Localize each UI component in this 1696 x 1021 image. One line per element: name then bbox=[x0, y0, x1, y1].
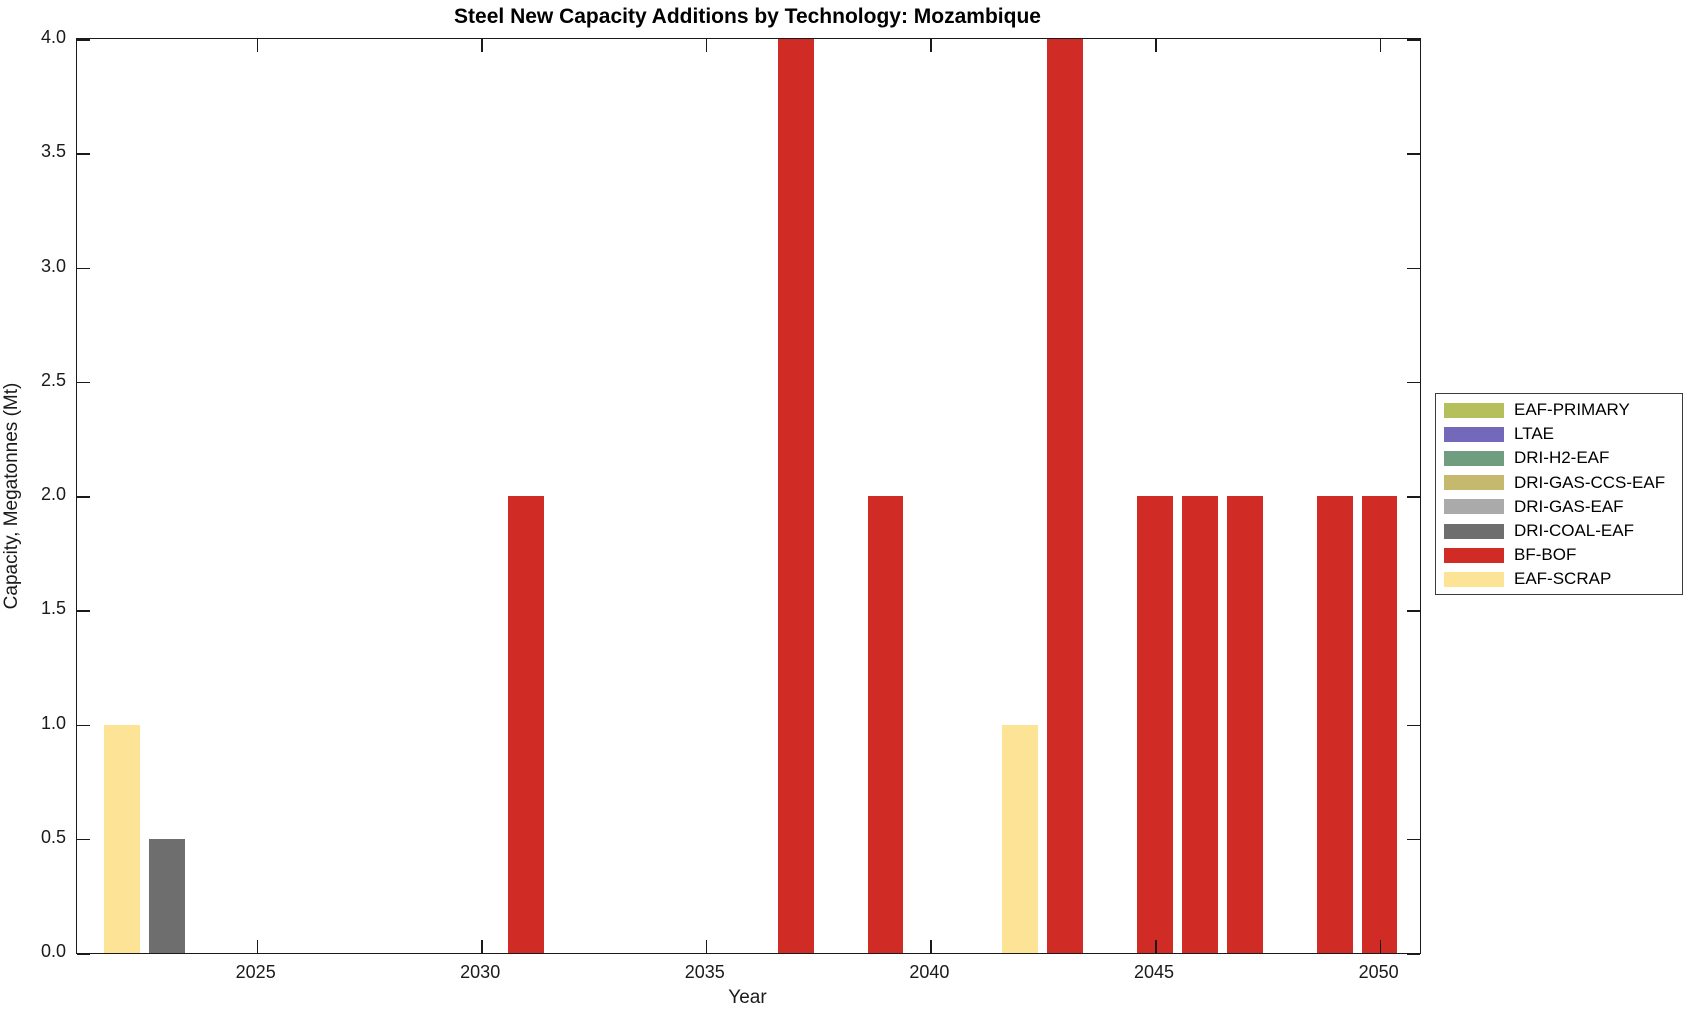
bar-2023-dri-coal-eaf bbox=[148, 838, 185, 953]
x-tick-label: 2040 bbox=[909, 962, 950, 982]
y-tick-mark bbox=[77, 610, 90, 612]
x-tick-mark-top bbox=[1379, 39, 1382, 52]
legend-row-bf-bof: BF-BOF bbox=[1436, 543, 1682, 567]
y-tick-mark bbox=[77, 838, 90, 841]
y-tick-mark-right bbox=[1407, 724, 1420, 727]
legend-label: EAF-PRIMARY bbox=[1514, 400, 1630, 420]
legend-label: EAF-SCRAP bbox=[1514, 569, 1612, 589]
y-tick-label: 2.0 bbox=[40, 484, 66, 504]
y-tick-mark bbox=[77, 267, 90, 270]
y-tick-label: 0.0 bbox=[40, 941, 66, 961]
x-tick-mark bbox=[705, 940, 708, 953]
y-tick-mark-right bbox=[1407, 838, 1420, 841]
y-tick-label: 3.5 bbox=[40, 141, 66, 162]
y-tick-mark bbox=[77, 724, 90, 727]
bar-2045-bf-bof bbox=[1137, 496, 1173, 953]
y-tick-label: 1.0 bbox=[40, 712, 66, 733]
x-tick-mark-top bbox=[705, 39, 708, 52]
bar-2049-bf-bof bbox=[1316, 496, 1353, 953]
bar-2031-bf-bof bbox=[508, 496, 545, 953]
legend-swatch-icon bbox=[1444, 571, 1504, 587]
x-tick-mark-top bbox=[256, 39, 259, 52]
legend-row-dri-gas-eaf: DRI-GAS-EAF bbox=[1436, 495, 1682, 519]
bar-2043-bf-bof bbox=[1047, 39, 1084, 953]
x-tick-mark bbox=[481, 940, 483, 953]
x-tick-label: 2050 bbox=[1358, 962, 1399, 982]
x-tick-mark-top bbox=[481, 39, 483, 52]
bar-2039-bf-bof bbox=[867, 496, 904, 953]
y-tick-label: 3.0 bbox=[40, 255, 66, 276]
legend-row-eaf-scrap: EAF-SCRAP bbox=[1436, 567, 1682, 591]
legend-row-dri-coal-eaf: DRI-COAL-EAF bbox=[1436, 519, 1682, 543]
y-tick-mark bbox=[77, 153, 90, 155]
legend-label: DRI-GAS-EAF bbox=[1514, 496, 1624, 516]
y-tick-mark-right bbox=[1407, 381, 1420, 384]
y-tick-mark-right bbox=[1407, 267, 1420, 270]
legend-label: DRI-COAL-EAF bbox=[1514, 521, 1634, 541]
x-axis-label: Year bbox=[728, 987, 767, 1008]
bar-2046-bf-bof bbox=[1181, 496, 1218, 953]
y-tick-mark bbox=[77, 39, 90, 41]
y-tick-mark bbox=[77, 496, 90, 498]
x-tick-mark-top bbox=[930, 39, 932, 52]
legend-swatch-icon bbox=[1444, 499, 1504, 515]
y-tick-label: 2.5 bbox=[40, 369, 66, 390]
chart-title: Steel New Capacity Additions by Technolo… bbox=[454, 5, 1041, 28]
y-tick-mark bbox=[77, 381, 90, 384]
legend-row-eaf-primary: EAF-PRIMARY bbox=[1436, 398, 1682, 422]
bar-2042-eaf-scrap bbox=[1002, 724, 1039, 953]
bar-2037-bf-bof bbox=[777, 39, 814, 953]
plot-area bbox=[76, 38, 1421, 955]
x-tick-mark bbox=[256, 940, 259, 953]
bar-2050-bf-bof bbox=[1361, 496, 1398, 953]
legend-swatch-icon bbox=[1444, 450, 1504, 466]
y-tick-label: 4.0 bbox=[40, 27, 66, 47]
legend-row-dri-gas-ccs-eaf: DRI-GAS-CCS-EAF bbox=[1436, 471, 1682, 495]
legend-label: DRI-GAS-CCS-EAF bbox=[1514, 472, 1666, 492]
legend-label: DRI-H2-EAF bbox=[1514, 448, 1610, 468]
legend-swatch-icon bbox=[1444, 402, 1504, 418]
x-tick-mark bbox=[1155, 940, 1157, 953]
x-tick-label: 2025 bbox=[235, 962, 276, 982]
y-tick-label: 1.5 bbox=[40, 598, 66, 619]
legend: EAF-PRIMARY LTAE DRI-H2-EAF DRI-GAS-CCS-EAF… bbox=[1435, 393, 1683, 595]
x-tick-label: 2045 bbox=[1133, 962, 1175, 982]
y-tick-mark bbox=[77, 953, 90, 955]
legend-swatch-icon bbox=[1444, 426, 1504, 442]
y-axis-label: Capacity, Megatonnes (Mt) bbox=[1, 382, 22, 610]
x-tick-mark bbox=[930, 940, 932, 953]
y-tick-mark-right bbox=[1407, 953, 1420, 955]
legend-swatch-icon bbox=[1444, 523, 1504, 539]
legend-row-ltae: LTAE bbox=[1436, 422, 1682, 446]
bar-2047-bf-bof bbox=[1226, 496, 1263, 953]
x-tick-label: 2035 bbox=[684, 962, 725, 982]
x-tick-label: 2030 bbox=[460, 962, 501, 982]
legend-swatch-icon bbox=[1444, 475, 1504, 491]
y-tick-mark-right bbox=[1407, 496, 1420, 498]
bar-2022-eaf-scrap bbox=[103, 724, 140, 953]
x-tick-mark bbox=[1379, 940, 1382, 953]
y-tick-mark-right bbox=[1407, 39, 1420, 41]
y-tick-mark-right bbox=[1407, 153, 1420, 155]
legend-label: LTAE bbox=[1514, 424, 1554, 444]
x-tick-mark-top bbox=[1155, 39, 1157, 52]
legend-label: BF-BOF bbox=[1514, 545, 1577, 565]
y-tick-mark-right bbox=[1407, 610, 1420, 612]
legend-row-dri-h2-eaf: DRI-H2-EAF bbox=[1436, 446, 1682, 470]
y-tick-label: 0.5 bbox=[40, 826, 66, 847]
legend-swatch-icon bbox=[1444, 547, 1504, 563]
